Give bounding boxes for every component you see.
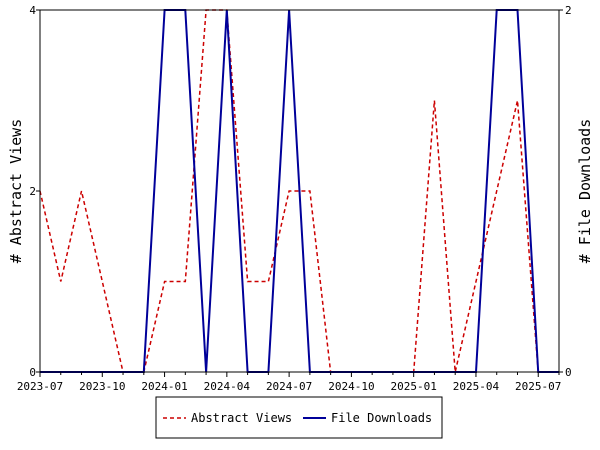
y-tick-label-right: 0	[565, 366, 572, 379]
legend-label-file-downloads: File Downloads	[331, 411, 432, 425]
legend-label-abstract-views: Abstract Views	[191, 411, 292, 425]
y-tick-label-right: 2	[565, 4, 572, 17]
x-tick-label: 2025-01	[391, 380, 437, 393]
x-tick-label: 2025-07	[515, 380, 561, 393]
axis-ticks	[36, 9, 563, 377]
x-tick-label: 2024-10	[328, 380, 374, 393]
x-tick-label: 2024-01	[141, 380, 187, 393]
y-tick-label-left: 4	[29, 4, 36, 17]
x-tick-label: 2024-07	[266, 380, 312, 393]
tick-labels: 2023-07 2023-10 2024-01 2024-04 2024-07 2024-…	[17, 4, 572, 393]
y-axis-title-right: # File Downloads	[576, 119, 594, 264]
y-tick-label-left: 2	[29, 185, 36, 198]
legend: Abstract Views File Downloads	[155, 396, 443, 439]
x-tick-label: 2023-10	[79, 380, 125, 393]
legend-box	[155, 396, 443, 439]
x-tick-label: 2025-04	[453, 380, 500, 393]
y-axis-title-left: # Abstract Views	[7, 119, 25, 264]
y-tick-label-left: 0	[29, 366, 36, 379]
x-tick-label: 2023-07	[17, 380, 63, 393]
x-tick-label: 2024-04	[204, 380, 251, 393]
